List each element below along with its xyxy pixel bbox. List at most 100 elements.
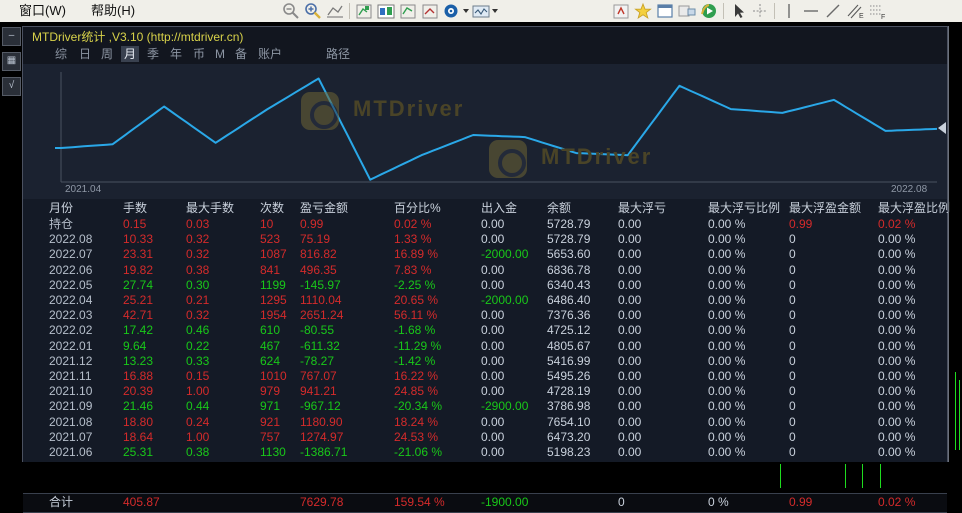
favorites-icon[interactable]: [632, 1, 654, 21]
cell-profit: 1110.04: [300, 293, 342, 307]
window-title-bar: MTDriver统计 ,V3.10 (http://mtdriver.cn): [23, 27, 947, 44]
chart-shift-icon[interactable]: [353, 1, 375, 21]
window-icon[interactable]: [654, 1, 676, 21]
cell-profit: 941.21: [300, 384, 337, 399]
cell-month: 2022.03: [49, 308, 93, 323]
cell-deposit: -2900.00: [481, 399, 529, 414]
tab-comment[interactable]: 备: [234, 47, 247, 61]
cell-deposit: -2000.00: [481, 247, 529, 262]
window-title: MTDriver统计 ,V3.10 (http://mtdriver.cn): [32, 30, 244, 44]
cell-balance: 5653.60: [547, 247, 591, 262]
line-chart-icon[interactable]: [419, 1, 441, 21]
table-row[interactable]: 2022.01 9.64 0.22 467 -611.32 -11.29 % 0.00 480…: [23, 339, 947, 354]
cell-month: 2021.07: [49, 429, 93, 444]
tab-account[interactable]: 账户: [257, 47, 282, 61]
grid-toggle-button[interactable]: ▦: [2, 52, 21, 71]
cell-balance: 5495.26: [547, 369, 591, 383]
cell-profit: 496.35: [300, 262, 337, 277]
new-order-icon[interactable]: [610, 1, 632, 21]
cell-lots: 18.64: [123, 429, 154, 444]
indicators-icon[interactable]: [441, 1, 463, 21]
candlestick-chart-icon[interactable]: [397, 1, 419, 21]
templates-icon[interactable]: [470, 1, 492, 21]
tab-summary[interactable]: 综: [54, 47, 67, 61]
cell-lots: 42.71: [123, 308, 154, 323]
zoom-out-icon[interactable]: [280, 1, 302, 21]
menu-help[interactable]: 帮助(H): [91, 3, 136, 18]
zoom-in-icon[interactable]: [302, 1, 324, 21]
total-percent: 159.54 %: [394, 494, 445, 509]
cell-max-fp-pct: 0.00 %: [878, 369, 916, 383]
table-row[interactable]: 2022.03 42.71 0.32 1954 2651.24 56.11 % 0.00 73…: [23, 308, 947, 323]
table-row[interactable]: 2021.08 18.80 0.24 921 1180.90 18.24 % 0.00 765…: [23, 415, 947, 430]
vertical-line-icon[interactable]: [778, 1, 800, 21]
cell-count: 624: [260, 353, 281, 368]
col-month: 月份: [49, 201, 74, 215]
cell-percent: -1.68 %: [394, 323, 436, 338]
cell-balance: 5728.79: [547, 217, 591, 231]
cell-max-dd: 0.00: [618, 293, 642, 307]
cell-max-dd-pct: 0.00 %: [708, 232, 746, 247]
cell-max-dd: 0.00: [618, 247, 642, 262]
table-row[interactable]: 2022.04 25.21 0.21 1295 1110.04 20.65 % -2000.…: [23, 293, 947, 308]
chevron-down-icon-2[interactable]: [492, 1, 499, 21]
tab-quarter[interactable]: 季: [146, 47, 159, 61]
table-row[interactable]: 持仓 0.15 0.03 10 0.99 0.02 % 0.00 5728.79 0.00 0.0…: [23, 217, 947, 232]
cell-count: 1130: [260, 445, 286, 459]
autoscroll-icon[interactable]: [324, 1, 346, 21]
equity-chart[interactable]: MTDriver MTDriver 2021.04 2022.08: [23, 64, 947, 199]
expert-advisor-icon[interactable]: [698, 1, 720, 21]
cell-max-lots: 0.32: [186, 232, 210, 247]
check-toggle-button[interactable]: √: [2, 77, 21, 96]
tab-year[interactable]: 年: [169, 47, 182, 61]
table-row[interactable]: 2021.10 20.39 1.00 979 941.21 24.85 % 0.00 4728…: [23, 384, 947, 399]
menu-window[interactable]: 窗口(W): [19, 3, 66, 18]
table-row[interactable]: 2022.08 10.33 0.32 523 75.19 1.33 % 0.00 5728.7…: [23, 232, 947, 247]
table-row[interactable]: 2021.11 16.88 0.15 1010 767.07 16.22 % 0.00 549…: [23, 369, 947, 384]
cell-count: 1295: [260, 293, 287, 307]
cell-max-dd: 0.00: [618, 338, 642, 353]
total-month: 合计: [49, 494, 74, 509]
toolbar-strip: 窗口(W) 帮助(H): [0, 0, 962, 23]
cell-max-dd-pct: 0.00 %: [708, 247, 746, 262]
add-window-icon[interactable]: [676, 1, 698, 21]
table-row[interactable]: 2021.07 18.64 1.00 757 1274.97 24.53 % 0.00 647…: [23, 430, 947, 445]
cell-percent: 16.89 %: [394, 247, 439, 262]
tab-month[interactable]: 月: [121, 46, 139, 62]
cell-max-lots: 0.32: [186, 247, 210, 262]
chart-scroll-right-arrow[interactable]: [938, 122, 946, 134]
trendline-icon[interactable]: [822, 1, 844, 21]
table-row[interactable]: 2022.07 23.31 0.32 1087 816.82 16.89 % -2000.0…: [23, 247, 947, 262]
table-row[interactable]: 2021.09 21.46 0.44 971 -967.12 -20.34 % -2900.…: [23, 399, 947, 414]
tab-magic[interactable]: M: [215, 47, 225, 61]
table-row[interactable]: 2022.02 17.42 0.46 610 -80.55 -1.68 % 0.00 4725…: [23, 323, 947, 338]
tab-path[interactable]: 路径: [325, 47, 350, 61]
crosshair-icon[interactable]: [749, 1, 771, 21]
table-row[interactable]: 2021.12 13.23 0.33 624 -78.27 -1.42 % 0.00 5416…: [23, 354, 947, 369]
horizontal-line-icon[interactable]: [800, 1, 822, 21]
cell-max-fp: 0: [789, 293, 796, 307]
bar-chart-icon[interactable]: [375, 1, 397, 21]
equidistant-channel-icon[interactable]: E: [844, 1, 866, 21]
tab-week[interactable]: 周: [100, 47, 113, 61]
table-row[interactable]: 2022.05 27.74 0.30 1199 -145.97 -2.25 % 0.00 63…: [23, 278, 947, 293]
cell-lots: 19.82: [123, 262, 154, 277]
cell-balance: 6473.20: [547, 429, 591, 444]
chevron-down-icon[interactable]: [463, 1, 470, 21]
cell-max-dd: 0.00: [618, 414, 642, 429]
table-row[interactable]: 2022.06 19.82 0.38 841 496.35 7.83 % 0.00 6836.…: [23, 263, 947, 278]
cell-deposit: 0.00: [481, 429, 505, 444]
tab-currency[interactable]: 币: [192, 47, 205, 61]
cell-max-dd-pct: 0.00 %: [708, 217, 746, 231]
fibonacci-icon[interactable]: F: [866, 1, 888, 21]
cell-month: 2021.08: [49, 414, 93, 429]
cell-max-fp: 0.99: [789, 217, 813, 231]
collapse-button[interactable]: –: [2, 27, 21, 46]
cell-max-lots: 0.33: [186, 353, 210, 368]
cell-balance: 6836.78: [547, 262, 591, 277]
table-row[interactable]: 2021.06 25.31 0.38 1130 -1386.71 -21.06 % 0.00…: [23, 445, 947, 460]
cell-month: 2022.07: [49, 247, 93, 262]
cell-max-dd-pct: 0.00 %: [708, 293, 746, 307]
tab-day[interactable]: 日: [78, 47, 91, 61]
cursor-icon[interactable]: [727, 1, 749, 21]
